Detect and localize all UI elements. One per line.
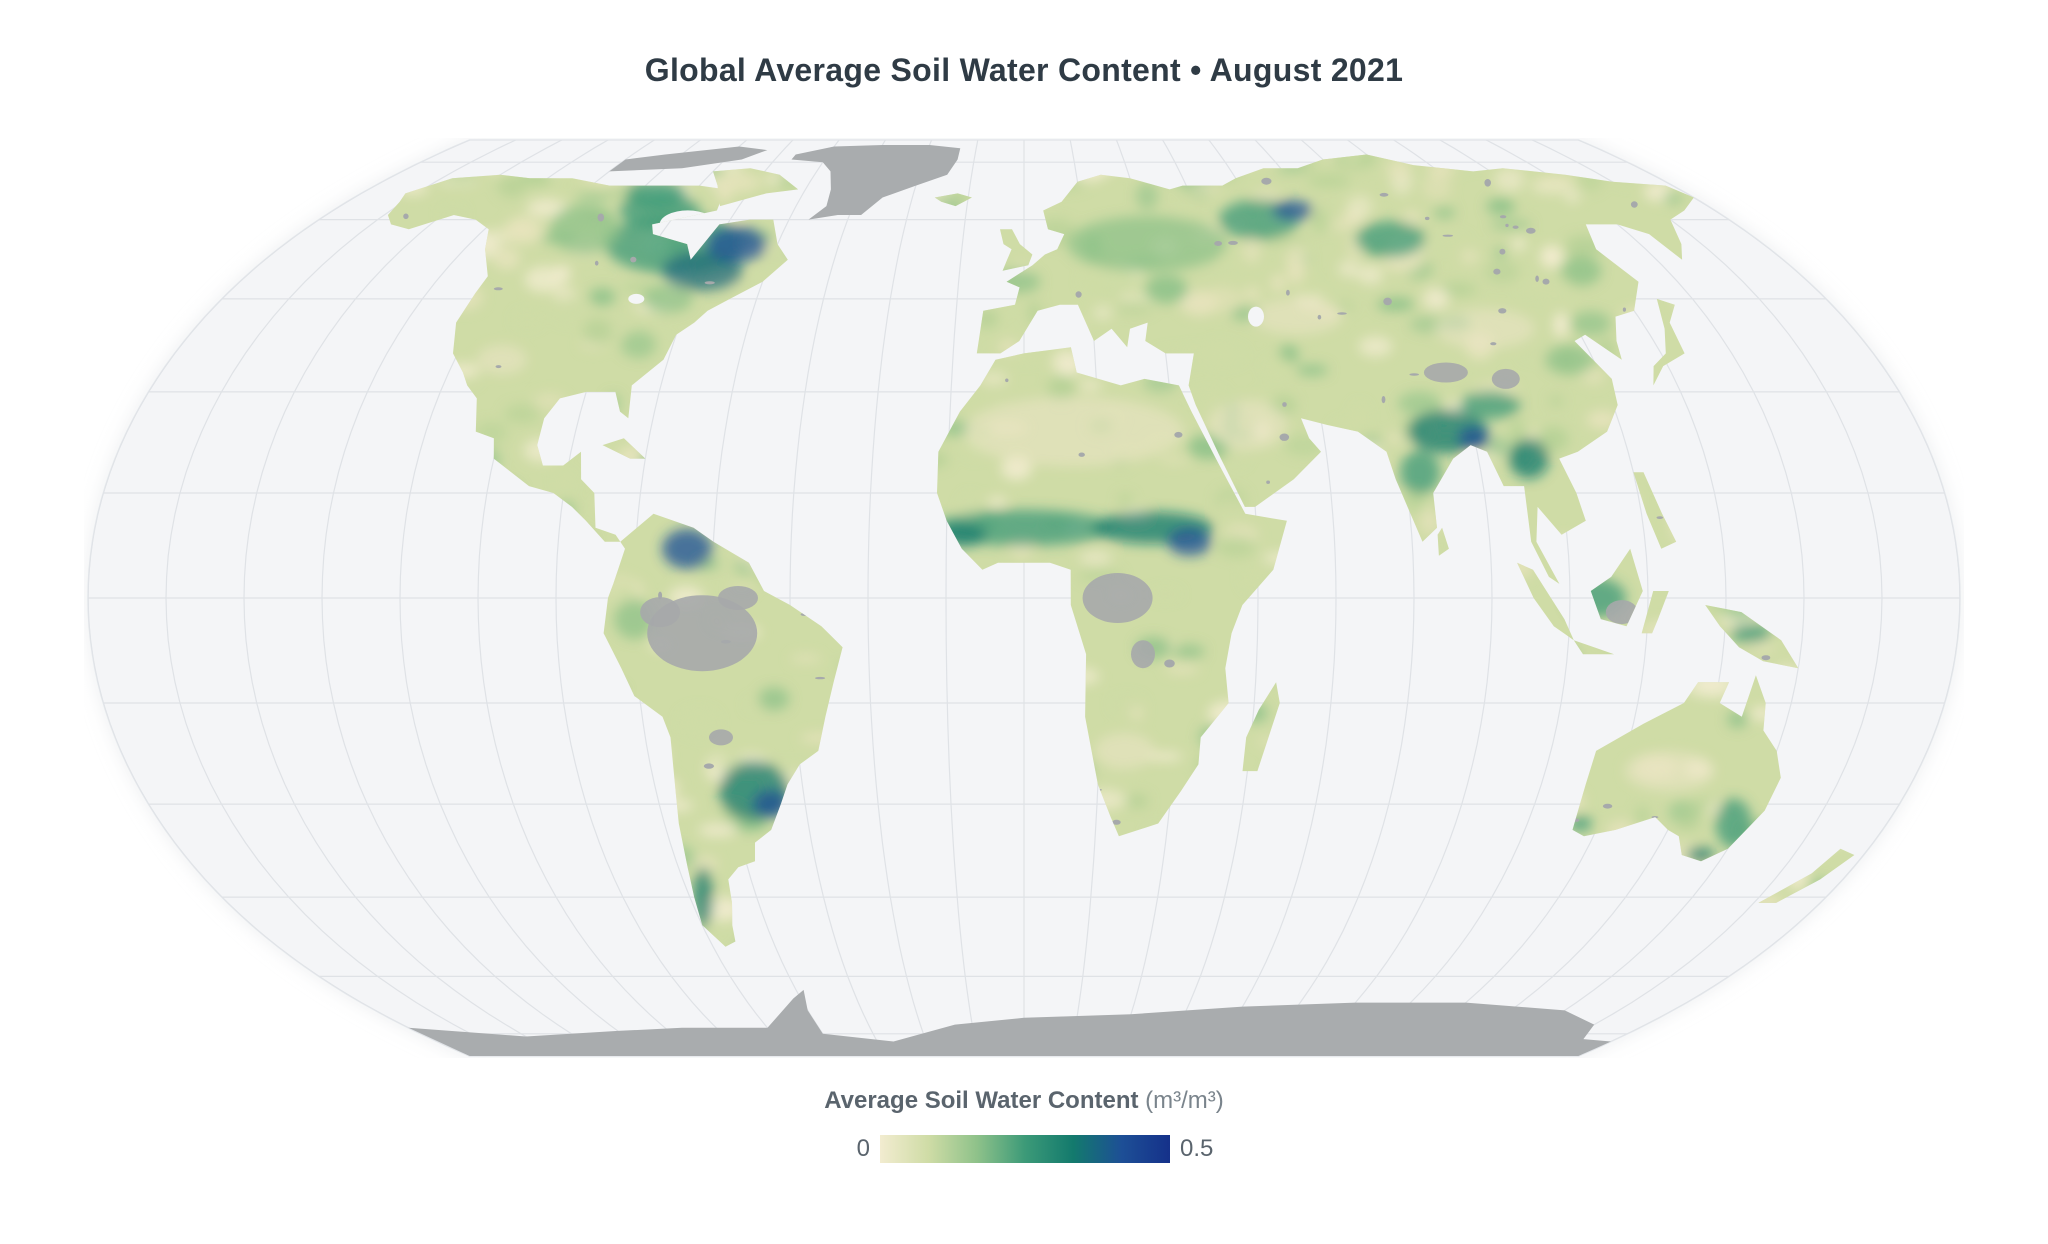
greenland-landmass (791, 145, 961, 220)
legend-max-label: 0.5 (1180, 1135, 1214, 1162)
inland-water (1248, 306, 1264, 327)
legend-min-label: 0 (856, 1135, 870, 1162)
color-legend: 0 0.5 (0, 1133, 2048, 1167)
new-zealand-landmass (1758, 848, 1855, 903)
madagascar-landmass (1242, 682, 1280, 772)
sumatra-landmass (1517, 562, 1574, 641)
world-map (84, 138, 1964, 1058)
soil-moisture-map (87, 139, 1961, 1057)
legend-colorbar (880, 1135, 1170, 1163)
legend-title: Average Soil Water Content (m³/m³) (0, 1087, 2048, 1115)
sri-lanka-landmass (1437, 527, 1449, 556)
japan-landmass (1653, 298, 1685, 386)
antarctica-landmass (408, 989, 1612, 1056)
java-landmass (1573, 640, 1614, 655)
britain-landmass (1000, 229, 1033, 271)
map-title: Global Average Soil Water Content • Augu… (644, 52, 1404, 88)
philippines-landmass (1633, 472, 1677, 549)
legend-label: Average Soil Water Content (824, 1087, 1139, 1114)
legend-unit: (m³/m³) (1145, 1087, 1224, 1114)
inland-water (628, 293, 645, 304)
arctic-islands-landmass (609, 146, 768, 172)
